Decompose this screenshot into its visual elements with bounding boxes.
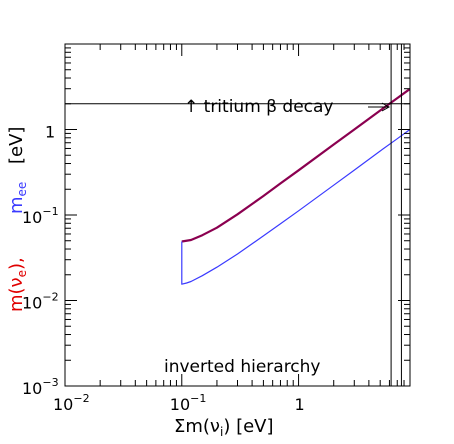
y-axis-label-red: m(νe), [6,257,29,312]
y-tick-label: 10−2 [22,291,59,313]
tritium-arrow [368,102,391,112]
x-axis-label-sum: Σm(ν [174,416,220,437]
series-line-m-ee [181,129,410,285]
x-tick-label: 10−2 [53,392,90,414]
y-tick-label: 1 [45,123,55,142]
annotation-inverted-hierarchy: inverted hierarchy [164,357,321,377]
tritium-label: ↑ tritium β decay [184,97,333,117]
x-tick-label: 10−1 [170,392,207,414]
x-tick-label: 1 [295,395,305,414]
series-line-m-nu-e [181,88,411,243]
y-axis-label-blue: mee [6,182,29,214]
y-axis-label-unit: [eV] [6,127,27,164]
x-axis-label: Σm(νi) [eV] [174,416,274,439]
x-axis-label-sub: i [220,425,223,439]
y-tick-label: 10−1 [22,205,59,227]
